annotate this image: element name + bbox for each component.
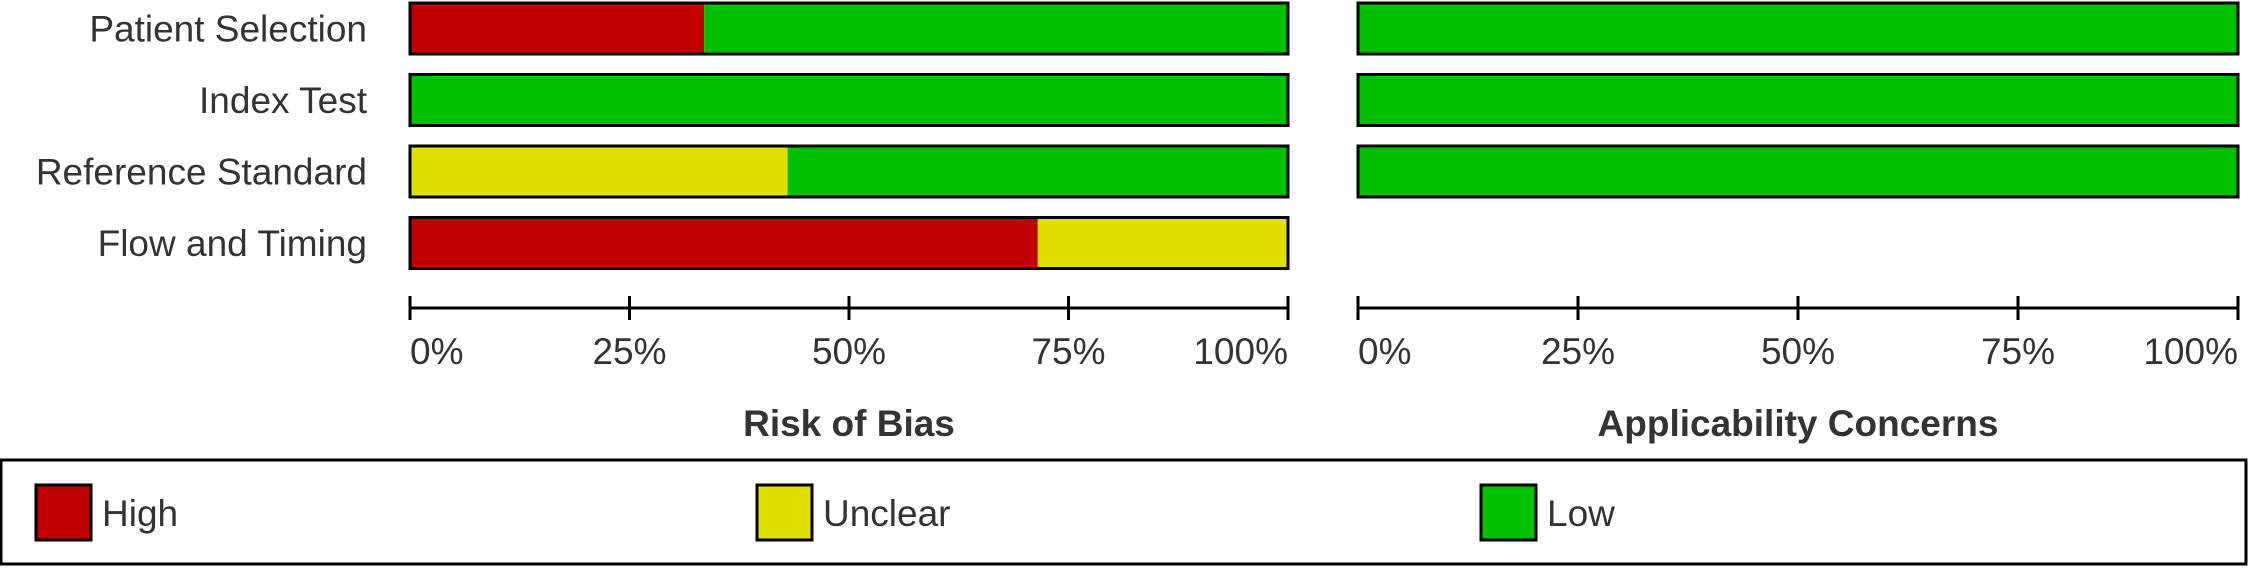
bar-segment [704, 3, 1288, 54]
legend-label: High [102, 493, 178, 534]
x-tick-label: 100% [2143, 331, 2238, 372]
x-tick-label: 100% [1193, 331, 1288, 372]
bar-segment [1358, 74, 2238, 126]
x-tick-label: 25% [592, 331, 666, 372]
legend-swatch [1479, 483, 1538, 542]
bar-segment [410, 217, 1038, 269]
row-label: Flow and Timing [98, 223, 367, 264]
bar-outline [1356, 1, 2240, 56]
bar-outline [408, 216, 1290, 270]
bar-segment [1037, 217, 1288, 269]
axis-title: Applicability Concerns [1598, 403, 1999, 444]
x-tick-label: 25% [1541, 331, 1615, 372]
x-tick-label: 50% [812, 331, 886, 372]
legend-swatch [755, 483, 814, 542]
row-label: Patient Selection [89, 8, 367, 49]
x-tick-label: 50% [1761, 331, 1835, 372]
bar-segment [1358, 3, 2238, 54]
bar-outline [1356, 73, 2240, 127]
x-tick-label: 0% [410, 331, 463, 372]
x-tick-label: 75% [1981, 331, 2055, 372]
bar-outline [408, 144, 1290, 199]
bar-segment [1358, 146, 2238, 197]
bar-outline [1356, 144, 2240, 199]
bar-segment [410, 74, 1288, 126]
axis-title: Risk of Bias [743, 403, 955, 444]
legend-box [0, 458, 2248, 566]
x-tick-label: 75% [1031, 331, 1105, 372]
bar-segment [410, 3, 705, 54]
legend-swatch [34, 483, 93, 542]
bar-segment [787, 146, 1288, 197]
bar-segment [410, 146, 788, 197]
row-label: Index Test [199, 80, 368, 121]
bar-outline [408, 1, 1290, 56]
x-tick-label: 0% [1358, 331, 1411, 372]
legend-label: Low [1547, 493, 1615, 534]
legend-label: Unclear [823, 493, 951, 534]
bar-outline [408, 73, 1290, 127]
row-label: Reference Standard [36, 151, 367, 192]
